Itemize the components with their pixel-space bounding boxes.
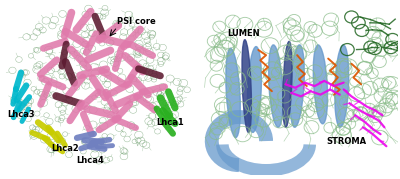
Ellipse shape [283, 41, 292, 127]
Text: LUMEN: LUMEN [227, 29, 260, 38]
Ellipse shape [248, 47, 262, 132]
Ellipse shape [3, 5, 191, 163]
Text: PSI core: PSI core [118, 17, 156, 26]
Ellipse shape [335, 45, 349, 127]
Text: Lhca1: Lhca1 [156, 118, 184, 127]
Ellipse shape [242, 40, 252, 132]
Text: Lhca2: Lhca2 [52, 144, 79, 153]
Ellipse shape [268, 45, 283, 127]
Text: Lhca3: Lhca3 [7, 110, 34, 119]
Ellipse shape [290, 45, 304, 127]
Ellipse shape [313, 45, 328, 124]
Text: STROMA: STROMA [326, 137, 366, 146]
Text: Lhca4: Lhca4 [76, 156, 104, 165]
Ellipse shape [226, 48, 240, 137]
